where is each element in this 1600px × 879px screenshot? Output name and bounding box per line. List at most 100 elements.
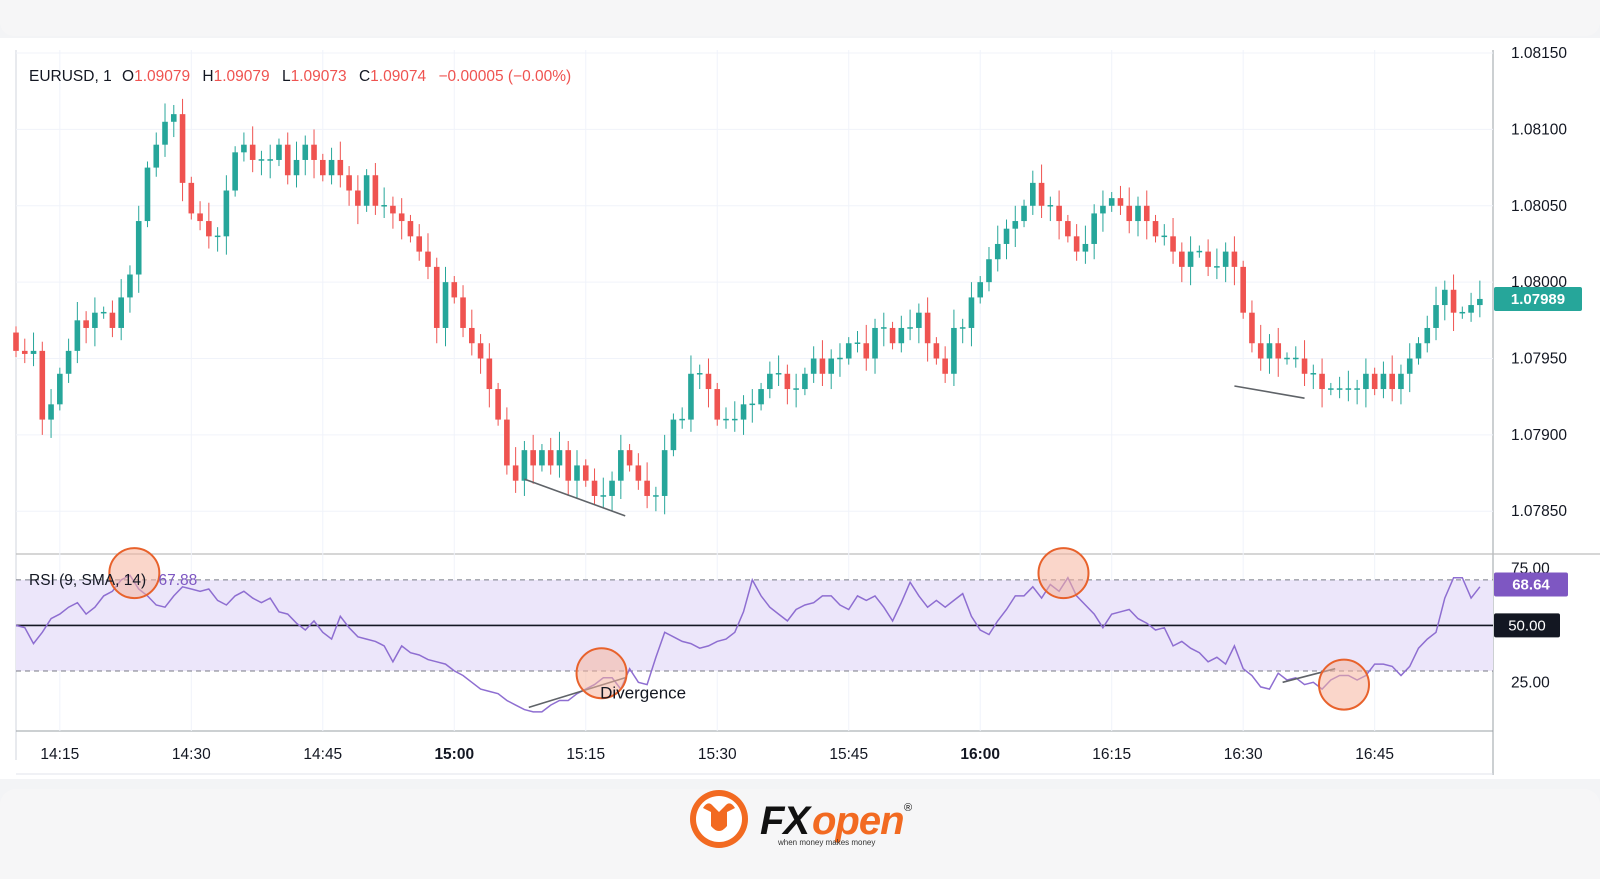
- annotations: Divergence: [108, 385, 1370, 711]
- candle-body: [1091, 213, 1097, 244]
- candle-body: [916, 312, 922, 328]
- candle-body: [530, 450, 536, 466]
- candle-body: [1179, 251, 1185, 267]
- candle-body: [1398, 373, 1404, 390]
- candle-body: [1231, 251, 1238, 267]
- candle-body: [1450, 289, 1457, 313]
- candle-body: [381, 205, 387, 207]
- rsi-indicator-name: RSI (9, SMA, 14): [29, 572, 146, 589]
- candle-body: [1257, 343, 1264, 359]
- candle-body: [1196, 250, 1203, 253]
- candle-body: [39, 350, 46, 420]
- candle-body: [1135, 205, 1141, 222]
- candle-body: [1328, 388, 1334, 390]
- x-tick-label: 16:30: [1224, 746, 1263, 763]
- candle-body: [162, 121, 168, 145]
- candle-body: [398, 213, 405, 222]
- candle-body: [355, 190, 361, 206]
- candle-body: [758, 389, 764, 405]
- ohlc-legend: EURUSD, 1 O1.09079 H1.09079 L1.09073 C1.…: [29, 68, 571, 85]
- divergence-label: Divergence: [600, 683, 686, 702]
- candle-body: [1003, 228, 1010, 244]
- candle-body: [767, 373, 773, 390]
- svg-text:68.64: 68.64: [1512, 576, 1550, 593]
- x-tick-label: 15:00: [434, 746, 474, 763]
- candle-body: [284, 144, 291, 176]
- x-tick-label: 15:15: [566, 746, 605, 763]
- candle-body: [92, 312, 98, 328]
- x-tick-label: 15:30: [698, 746, 737, 763]
- candle-body: [74, 320, 81, 351]
- candle-body: [1301, 358, 1308, 374]
- legend-l-value: 1.09073: [291, 68, 347, 85]
- rsi-highlight-circle: [108, 547, 161, 600]
- svg-text:50.00: 50.00: [1508, 617, 1546, 634]
- candle-body: [153, 144, 160, 168]
- candle-body: [968, 297, 975, 328]
- candle-body: [144, 167, 151, 222]
- footer-bar: [0, 789, 1600, 879]
- candle-body: [1433, 305, 1439, 328]
- candle-body: [1161, 235, 1168, 238]
- candle-body: [898, 327, 905, 344]
- candle-body: [802, 373, 808, 390]
- candle-body: [907, 327, 913, 329]
- legend-change: −0.00005 (−0.00%): [438, 68, 571, 85]
- candle-body: [775, 373, 782, 375]
- candle-body: [600, 495, 607, 497]
- logo-registered: ®: [904, 802, 912, 814]
- legend-h-value: 1.09079: [214, 68, 270, 85]
- candle-body: [328, 159, 335, 176]
- y-tick-label: 1.07900: [1511, 427, 1567, 444]
- candle-body: [416, 236, 423, 252]
- candle-body: [740, 404, 747, 420]
- candle-body: [696, 373, 703, 375]
- candle-body: [170, 114, 177, 122]
- candle-body: [100, 311, 107, 314]
- candle-body: [880, 327, 887, 329]
- candle-body: [319, 159, 326, 176]
- candle-body: [1424, 327, 1431, 344]
- rsi-legend: RSI (9, SMA, 14) 67.88: [29, 572, 197, 589]
- candle-body: [521, 450, 528, 481]
- candle-body: [574, 465, 580, 481]
- candle-body: [293, 159, 300, 176]
- candle-body: [1038, 182, 1045, 206]
- candle-body: [477, 343, 484, 359]
- candle-body: [1406, 358, 1413, 374]
- candle-body: [1319, 373, 1325, 390]
- x-tick-label: 16:45: [1355, 746, 1394, 763]
- candle-body: [784, 373, 791, 390]
- candle-body: [48, 404, 54, 420]
- rsi-last-badge: 68.64: [1494, 572, 1568, 597]
- candle-body: [635, 465, 642, 481]
- candle-body: [977, 282, 984, 298]
- candle-body: [83, 320, 89, 328]
- legend-h-label: H: [202, 68, 213, 85]
- candle-body: [828, 358, 834, 374]
- candle-body: [591, 480, 598, 496]
- axis-labels: 14:15 14:30 14:45 15:00 15:15 15:30 15:45 16:00…: [40, 45, 1567, 763]
- candle-body: [670, 419, 677, 451]
- x-tick-label: 15:45: [829, 746, 868, 763]
- x-tick-label: 16:00: [960, 746, 1000, 763]
- candle-body: [1292, 357, 1299, 360]
- y-tick-label: 1.08100: [1511, 121, 1567, 138]
- price-divergence-line: [524, 478, 626, 517]
- rsi-highlight-circle: [575, 647, 628, 700]
- legend-c-label: C: [359, 68, 370, 85]
- candle-body: [1389, 373, 1395, 390]
- candle-body: [433, 266, 440, 328]
- rsi-highlight-circle: [1317, 658, 1370, 711]
- candle-body: [1477, 298, 1483, 306]
- rsi-mid-badge: 50.00: [1494, 613, 1560, 638]
- candle-body: [539, 450, 545, 466]
- rsi-line: [15, 574, 1481, 713]
- candle-body: [469, 327, 475, 344]
- candle-body: [1030, 182, 1036, 206]
- candle-body: [705, 373, 712, 390]
- candle-body: [1284, 357, 1290, 360]
- candle-body: [582, 465, 589, 481]
- candle-body: [1056, 205, 1062, 222]
